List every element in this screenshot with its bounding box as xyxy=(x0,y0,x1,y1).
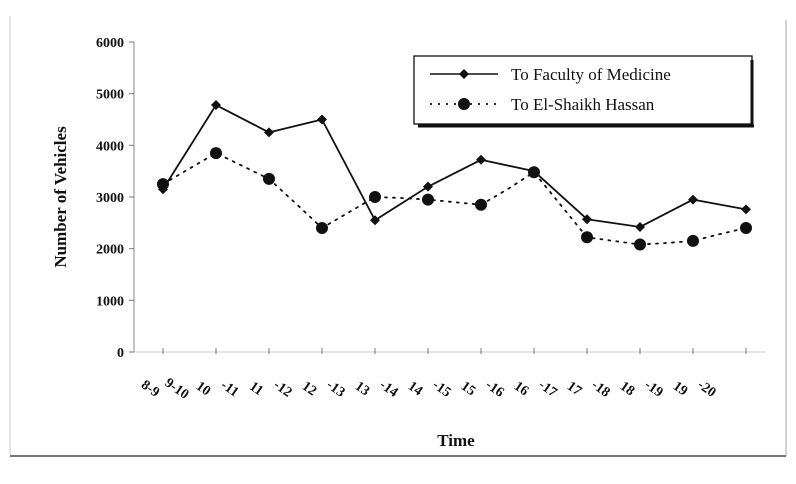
x-tick-label-7: -13 xyxy=(324,378,348,401)
series-faculty-point-9 xyxy=(635,221,645,232)
y-tick-label-4: 4000 xyxy=(96,139,124,154)
series-faculty-line xyxy=(162,104,747,228)
y-tick-label-3: 3000 xyxy=(96,191,124,206)
series-hassan-point-10 xyxy=(687,234,699,247)
x-tick-label-13: -16 xyxy=(483,378,507,401)
y-axis-title: Number of Vehicles xyxy=(51,126,70,268)
x-tick-label-19: -19 xyxy=(642,378,666,401)
x-tick-label-16: 17 xyxy=(564,379,584,399)
series-faculty-point-2 xyxy=(264,127,274,138)
x-tick-label-1: 9-10 xyxy=(162,376,192,403)
series-hassan-point-0 xyxy=(157,178,169,191)
x-tick-label-0: 8-9 xyxy=(138,378,162,401)
x-tick-label-9: -14 xyxy=(377,378,401,401)
series-faculty-point-4 xyxy=(370,215,380,226)
series-hassan-line xyxy=(162,152,747,246)
x-tick-label-8: 13 xyxy=(352,379,372,399)
series-hassan-point-2 xyxy=(263,172,275,185)
x-axis-ticks: 8-9 9-10 10 -11 11 -12 12 -13 13 -14 14 -15 15 -16 16-… xyxy=(138,348,747,403)
y-axis-ticks: 0 1000 2000 3000 4000 5000 6000 xyxy=(96,36,134,361)
x-tick-label-14: 16 xyxy=(511,379,531,399)
legend: To Faculty of Medicine To El-Shaikh Hass… xyxy=(413,55,754,128)
legend-marker-hassan xyxy=(458,98,470,110)
series-hassan-point-5 xyxy=(422,193,434,206)
y-tick-label-5: 5000 xyxy=(96,88,124,103)
series-hassan-point-7 xyxy=(528,166,540,179)
legend-label-hassan: To El-Shaikh Hassan xyxy=(511,95,655,114)
series-layer xyxy=(157,100,752,251)
x-tick-label-2: 10 xyxy=(193,379,213,399)
frame xyxy=(9,16,787,457)
series-hassan-point-9 xyxy=(634,238,646,251)
series-faculty-point-8 xyxy=(582,214,592,225)
x-tick-label-21: -20 xyxy=(695,378,719,401)
series-faculty-point-5 xyxy=(423,181,433,192)
series-hassan-point-3 xyxy=(316,222,328,234)
series-hassan-point-4 xyxy=(369,191,381,203)
x-tick-label-15: -17 xyxy=(536,378,560,401)
y-tick-label-2: 2000 xyxy=(96,243,124,258)
legend-label-faculty: To Faculty of Medicine xyxy=(511,65,671,84)
legend-box xyxy=(413,55,753,125)
legend-marker-faculty xyxy=(459,69,469,79)
x-tick-label-17: -18 xyxy=(589,378,613,401)
x-tick-label-4: 11 xyxy=(246,379,265,399)
x-tick-label-10: 14 xyxy=(405,379,425,399)
y-tick-label-0: 0 xyxy=(117,346,124,361)
x-tick-label-5: -12 xyxy=(271,378,295,401)
y-tick-label-1: 1000 xyxy=(96,294,124,309)
series-hassan-point-11 xyxy=(740,222,752,234)
series-faculty-point-6 xyxy=(476,154,486,165)
x-axis-title: Time xyxy=(437,431,475,450)
x-tick-label-11: -15 xyxy=(430,378,454,401)
x-tick-label-12: 15 xyxy=(458,379,478,399)
series-hassan-point-8 xyxy=(581,231,593,244)
series-faculty-point-11 xyxy=(741,204,751,215)
y-tick-label-6: 6000 xyxy=(96,36,124,51)
series-hassan-point-1 xyxy=(210,147,222,160)
series-faculty-point-10 xyxy=(688,194,698,205)
series-hassan-point-6 xyxy=(475,198,487,211)
series-faculty-point-1 xyxy=(211,100,221,111)
series-faculty-point-3 xyxy=(317,114,327,125)
x-tick-label-20: 19 xyxy=(670,379,690,399)
x-tick-label-18: 18 xyxy=(617,379,637,399)
x-tick-label-3: -11 xyxy=(218,378,241,401)
x-tick-label-6: 12 xyxy=(299,379,319,399)
